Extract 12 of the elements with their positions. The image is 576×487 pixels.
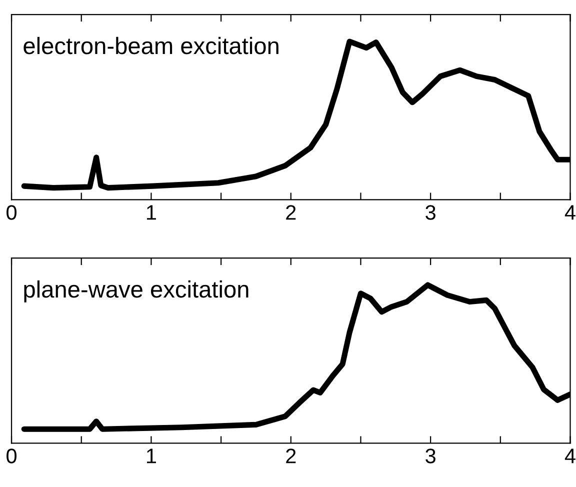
x-tick-label: 3 — [426, 205, 436, 220]
x-tick-label: 1 — [146, 205, 156, 220]
x-tick-label: 4 — [564, 448, 576, 464]
x-tick-label: 4 — [564, 205, 576, 220]
annotation: plane-wave excitation — [24, 280, 248, 302]
x-tick-label: 1 — [146, 448, 156, 464]
x-tick-label: 2 — [286, 205, 296, 220]
annotation: electron-beam excitation — [24, 36, 278, 54]
x-tick-label: 0 — [6, 205, 16, 220]
x-tick-label: 2 — [286, 448, 296, 464]
x-tick-label: 0 — [6, 448, 16, 464]
x-tick-label: 3 — [426, 448, 436, 464]
